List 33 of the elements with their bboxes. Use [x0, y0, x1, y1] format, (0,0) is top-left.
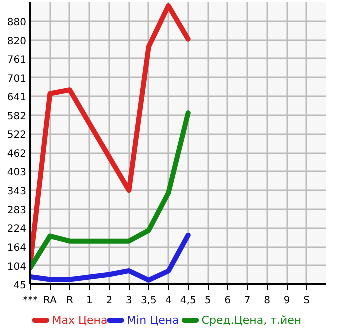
x-tick-label: ***	[23, 296, 38, 306]
y-tick-label: 343	[7, 186, 27, 198]
y-tick-label: 641	[7, 92, 27, 104]
x-tick-label: 2	[106, 296, 113, 306]
x-tick-label: 3,5	[140, 296, 157, 306]
y-tick-label: 283	[7, 206, 27, 217]
y-tick-label: 462	[7, 149, 27, 160]
y-tick-label: 582	[7, 111, 27, 122]
y-tick-label: 45	[14, 280, 27, 292]
legend-label: Min Цена	[127, 314, 180, 327]
x-tick-label: S	[304, 296, 310, 306]
x-tick-label: 9	[284, 296, 290, 306]
y-tick-label: 701	[7, 74, 27, 85]
x-tick-label: 1	[86, 296, 93, 306]
x-tick-label: 4	[165, 296, 172, 306]
x-tick-label: 7	[244, 296, 251, 306]
y-tick-label: 820	[7, 36, 27, 48]
y-tick-label: 522	[7, 130, 27, 142]
x-tick-label: 6	[224, 296, 232, 306]
y-tick-label: 104	[7, 262, 27, 273]
y-tick-label: 403	[7, 168, 27, 179]
x-tick-label: RA	[44, 296, 58, 306]
legend-label: Max Цена	[52, 314, 108, 327]
y-tick-label: 880	[7, 17, 27, 28]
x-tick-label: 8	[264, 296, 270, 306]
y-tick-label: 761	[7, 54, 27, 66]
x-tick-label: 4,5	[180, 296, 196, 306]
x-tick-label: 3	[126, 296, 132, 306]
y-tick-label: 164	[7, 243, 27, 254]
x-tick-label: R	[66, 296, 74, 306]
legend-label: Сред.Цена, т.йен	[202, 314, 302, 327]
y-tick-label: 224	[7, 224, 27, 236]
x-tick-label: 5	[204, 296, 212, 306]
